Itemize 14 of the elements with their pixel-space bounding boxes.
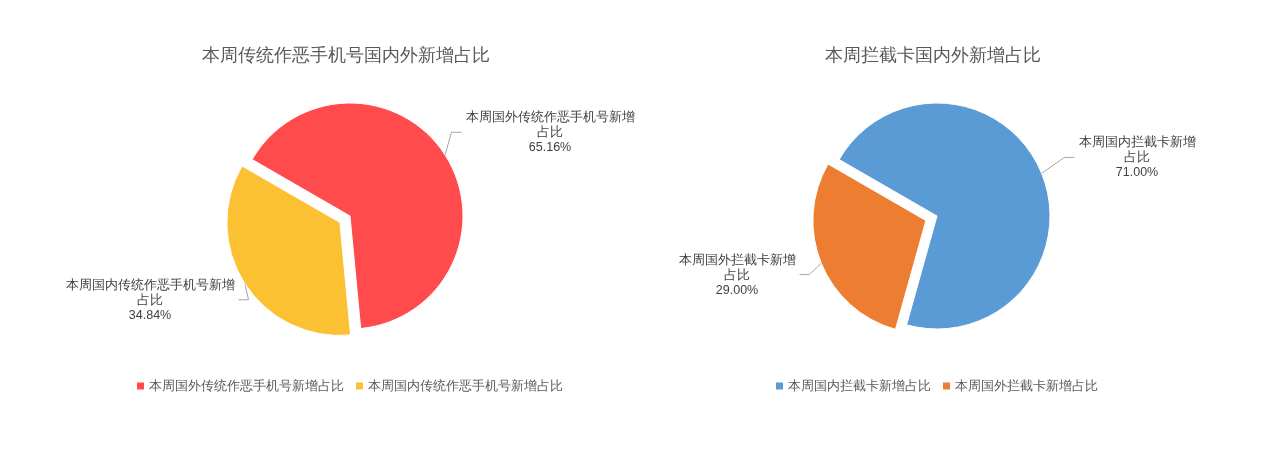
data-label: 34.84%: [128, 307, 172, 322]
legend-label: 本周国外拦截卡新增占比: [955, 379, 1098, 393]
data-label: 29.00%: [715, 282, 759, 297]
data-label: 71.00%: [1115, 165, 1159, 180]
chart-title: 本周传统作恶手机号国内外新增占比: [202, 45, 490, 65]
legend-label: 本周国外传统作恶手机号新增占比: [149, 379, 344, 393]
slice-label: 本周国内拦截卡新增占比: [1078, 135, 1196, 165]
slice-label: 本周国内传统作恶手机号新增占比: [65, 277, 235, 307]
slice-label: 本周国外传统作恶手机号新增占比: [465, 110, 635, 140]
chart-title: 本周拦截卡国内外新增占比: [825, 45, 1041, 65]
slice-label: 本周国外拦截卡新增占比: [678, 252, 796, 282]
data-label: 65.16%: [528, 140, 572, 155]
legend-label: 本周国内拦截卡新增占比: [788, 379, 931, 393]
legend-label: 本周国内传统作恶手机号新增占比: [368, 379, 563, 393]
